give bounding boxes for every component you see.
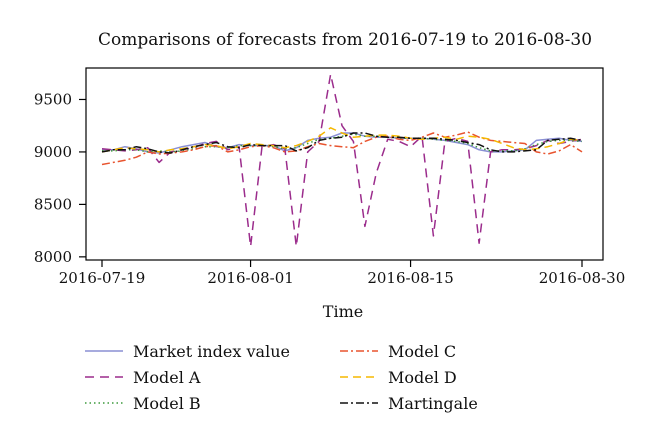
x-tick-label: 2016-08-01 [207, 269, 293, 287]
x-tick-label: 2016-08-15 [367, 269, 453, 287]
y-tick-label: 9000 [34, 143, 72, 161]
series-line-model-d [101, 127, 583, 153]
legend: Market index value Model A Model B Model C M… [85, 342, 478, 413]
plot-frame [85, 67, 604, 261]
legend-label-martingale: Martingale [388, 394, 478, 413]
series-line-model-b [102, 133, 583, 153]
legend-label-model-c: Model C [388, 342, 456, 361]
series-line-martingale [101, 132, 583, 154]
x-tick-label: 2016-08-30 [539, 269, 625, 287]
series-line-model-c [101, 131, 583, 166]
legend-label-market-index-value: Market index value [133, 342, 290, 361]
series-layer [101, 73, 583, 248]
axis-layer: 8000 8500 9000 9500 2016-07-19 2016-08-01 2016… [34, 90, 625, 287]
legend-label-model-b: Model B [133, 394, 201, 413]
legend-label-model-d: Model D [388, 368, 457, 387]
x-tick-label: 2016-07-19 [59, 269, 145, 287]
y-tick-label: 8500 [34, 195, 72, 213]
y-tick-label: 8000 [34, 248, 72, 266]
legend-label-model-a: Model A [133, 368, 201, 387]
y-tick-label: 9500 [34, 90, 72, 108]
series-line-model-a [101, 73, 583, 248]
chart-title: Comparisons of forecasts from 2016-07-19… [98, 30, 592, 50]
x-axis-label: Time [323, 302, 363, 321]
